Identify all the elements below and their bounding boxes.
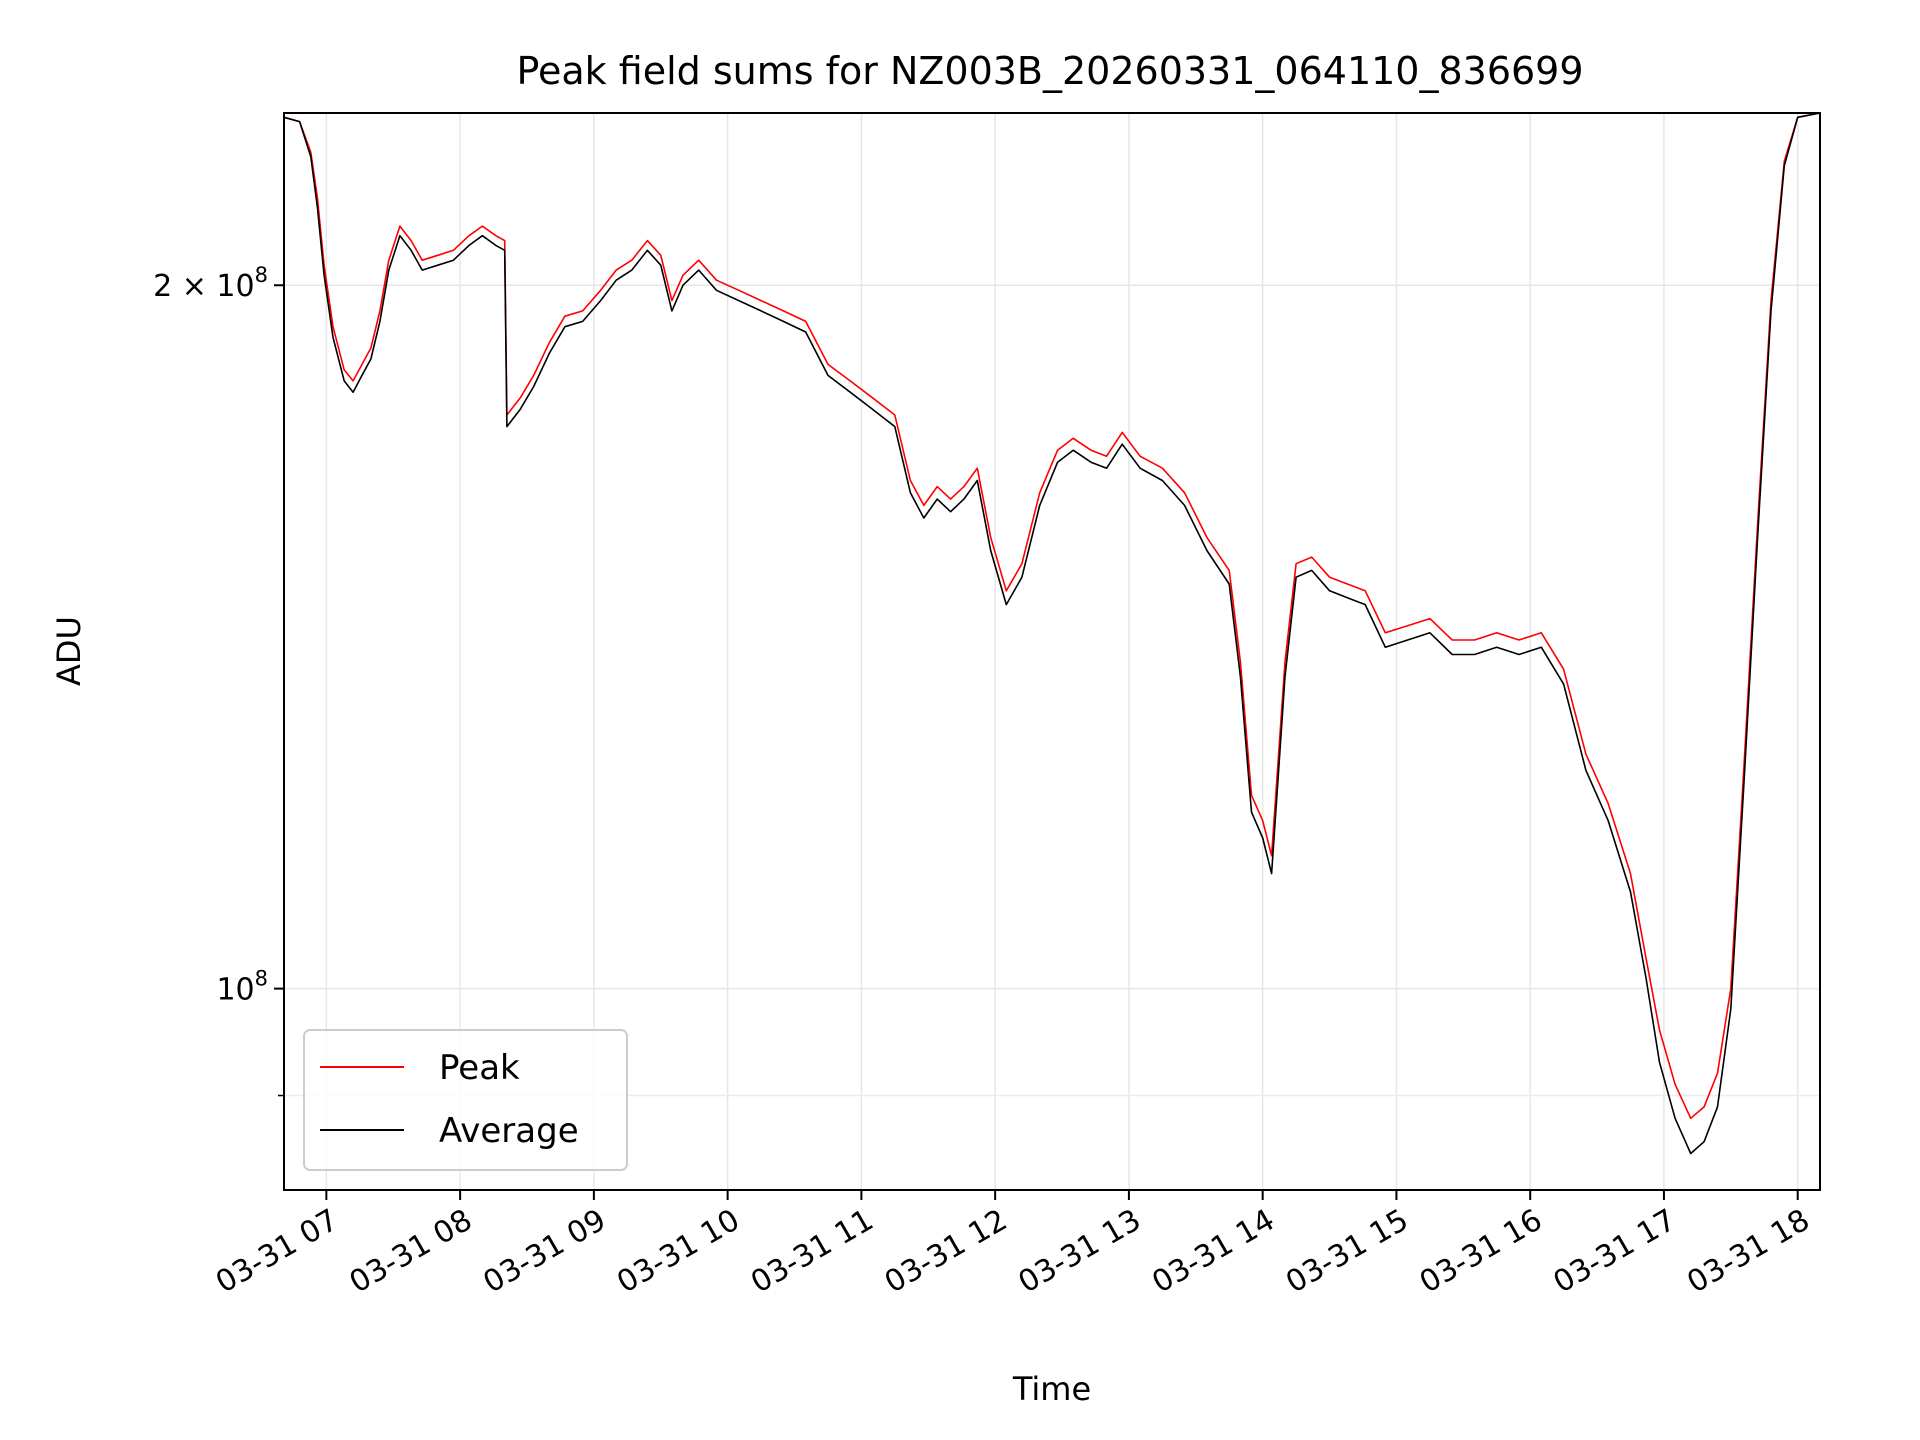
series-layer	[283, 112, 1821, 1155]
y-tick-label: 2 × 108	[153, 263, 268, 304]
y-axis: 108 2 × 108	[153, 263, 284, 1097]
y-axis-title: ADU	[50, 616, 88, 686]
legend-label-average: Average	[439, 1111, 579, 1151]
series-line-average	[283, 112, 1821, 1155]
chart-title: Peak field sums for NZ003B_20260331_0641…	[516, 49, 1583, 93]
legend-label-peak: Peak	[439, 1048, 520, 1088]
legend-box	[303, 1029, 628, 1171]
legend: Peak Average	[303, 1029, 628, 1171]
x-axis-title: Time	[1012, 1370, 1091, 1408]
y-tick-label: 108	[216, 967, 268, 1008]
plot-frame	[283, 112, 1821, 1191]
series-line-peak	[283, 112, 1821, 1120]
